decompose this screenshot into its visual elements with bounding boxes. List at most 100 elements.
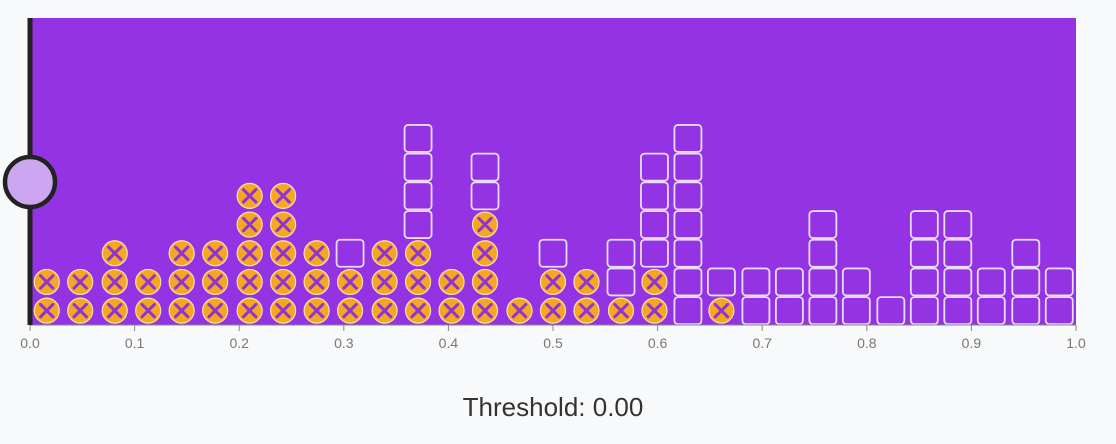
x-tick-label: 1.0 — [1066, 335, 1086, 351]
circle-x-icon — [303, 268, 330, 296]
circle-x-icon — [270, 240, 297, 267]
square-icon — [909, 238, 939, 268]
square-icon — [707, 267, 736, 297]
square-icon — [403, 210, 433, 239]
circle-x-icon — [641, 297, 668, 324]
square-icon — [943, 267, 973, 297]
circle-x-icon — [168, 268, 195, 296]
square-icon — [1011, 296, 1041, 326]
square-icon — [640, 238, 669, 268]
circle-x-icon — [539, 268, 567, 296]
circle-x-icon — [438, 268, 465, 296]
circle-x-icon — [101, 268, 128, 296]
square-icon — [976, 296, 1006, 326]
square-icon — [538, 238, 568, 268]
x-tick-label: 0.3 — [334, 335, 354, 351]
circle-x-icon — [135, 297, 162, 324]
circle-x-icon — [404, 297, 432, 324]
square-icon — [1011, 238, 1041, 268]
square-icon — [876, 296, 906, 326]
x-tick-label: 0.9 — [962, 335, 982, 351]
square-icon — [808, 238, 838, 268]
circle-x-icon — [135, 268, 162, 296]
square-icon — [808, 296, 838, 326]
circle-x-icon — [101, 297, 128, 324]
circle-x-icon — [67, 268, 94, 296]
circle-x-icon — [202, 240, 229, 267]
square-icon — [673, 124, 703, 153]
square-icon — [673, 210, 703, 239]
square-icon — [976, 267, 1006, 297]
circle-x-icon — [101, 240, 128, 267]
x-tick-label: 0.6 — [648, 335, 668, 351]
square-icon — [1044, 296, 1074, 326]
circle-x-icon — [303, 240, 330, 267]
square-icon — [673, 181, 703, 211]
circle-x-icon — [371, 297, 398, 324]
circle-x-icon — [236, 182, 263, 209]
square-icon — [1011, 267, 1041, 297]
circle-x-icon — [708, 297, 735, 324]
circle-x-icon — [270, 268, 297, 296]
square-icon — [403, 152, 433, 182]
circle-x-icon — [471, 297, 499, 324]
square-icon — [640, 181, 669, 211]
square-icon — [606, 238, 636, 268]
circle-x-icon — [471, 268, 499, 296]
circle-x-icon — [539, 297, 567, 324]
circle-x-icon — [573, 297, 600, 324]
x-tick-label: 0.1 — [125, 335, 145, 351]
circle-x-icon — [371, 268, 398, 296]
circle-x-icon — [471, 211, 499, 238]
circle-x-icon — [404, 240, 432, 267]
x-tick-label: 0.2 — [229, 335, 249, 351]
circle-x-icon — [270, 182, 297, 209]
square-icon — [741, 267, 771, 297]
circle-x-icon — [336, 297, 364, 324]
x-tick-label: 0.0 — [20, 335, 40, 351]
x-tick-label: 0.8 — [857, 335, 877, 351]
circle-x-icon — [33, 268, 60, 296]
square-icon — [470, 152, 500, 182]
circle-x-icon — [168, 240, 195, 267]
circle-x-icon — [506, 297, 533, 324]
square-icon — [808, 210, 838, 239]
circle-x-icon — [236, 211, 263, 238]
square-icon — [403, 181, 433, 211]
square-icon — [403, 124, 433, 153]
square-icon — [774, 296, 804, 326]
square-icon — [909, 296, 939, 326]
threshold-handle[interactable] — [2, 154, 58, 210]
square-icon — [943, 296, 973, 326]
circle-x-icon — [438, 297, 465, 324]
square-icon — [640, 152, 669, 182]
circle-x-icon — [303, 297, 330, 324]
square-icon — [774, 267, 804, 297]
circle-x-icon — [236, 268, 263, 296]
x-tick-label: 0.7 — [752, 335, 772, 351]
circle-x-icon — [33, 297, 60, 324]
circle-x-icon — [270, 297, 297, 324]
threshold-label: Threshold: — [462, 392, 593, 422]
circle-x-icon — [236, 297, 263, 324]
square-icon — [470, 181, 500, 211]
threshold-chart: 0.0 0.1 0.2 0.3 0.4 0.5 0.6 0.7 0.8 0.9 1.0 — [2, 18, 1086, 351]
square-icon — [943, 238, 973, 268]
square-icon — [909, 267, 939, 297]
threshold-value: 0.00 — [592, 392, 644, 422]
square-icon — [606, 267, 636, 297]
square-icon — [335, 238, 365, 268]
square-icon — [1044, 267, 1074, 297]
x-tick-label: 0.5 — [543, 335, 563, 351]
data-marks — [33, 124, 1074, 326]
circle-x-icon — [607, 297, 635, 324]
square-icon — [673, 152, 703, 182]
square-icon — [841, 296, 871, 326]
circle-x-icon — [270, 211, 297, 238]
circle-x-icon — [236, 240, 263, 267]
circle-x-icon — [168, 297, 195, 324]
circle-x-icon — [573, 268, 600, 296]
x-axis: 0.0 0.1 0.2 0.3 0.4 0.5 0.6 0.7 0.8 0.9 1.0 — [20, 324, 1086, 351]
circle-x-icon — [336, 268, 364, 296]
circle-x-icon — [404, 268, 432, 296]
